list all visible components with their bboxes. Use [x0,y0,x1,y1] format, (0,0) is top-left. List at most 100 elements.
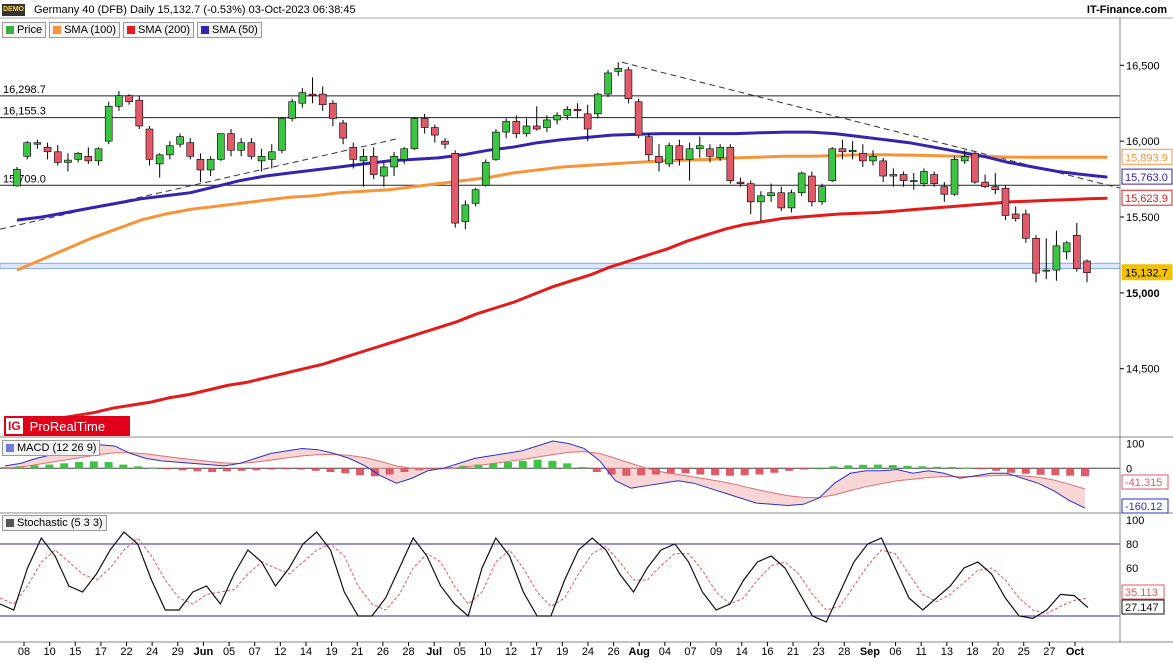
macd-histogram-bar[interactable] [296,468,305,470]
legend-item-sma200[interactable]: SMA (200) [123,22,194,38]
candle-up[interactable] [206,159,215,171]
candle-up[interactable] [665,145,673,165]
macd-histogram-bar[interactable] [725,468,734,476]
macd-histogram-bar[interactable] [444,467,453,469]
candle-down[interactable] [329,102,337,119]
macd-histogram-bar[interactable] [622,468,631,476]
candle-up[interactable] [380,166,388,177]
candle-down[interactable] [859,153,867,162]
stochastic-d-line[interactable] [0,537,1089,615]
legend-item-sma50[interactable]: SMA (50) [197,22,262,38]
candle-up[interactable] [563,109,572,116]
candle-down[interactable] [583,113,592,130]
candle-down[interactable] [43,146,52,153]
candle-up[interactable] [920,171,928,184]
stochastic-k-line[interactable] [0,531,1089,623]
macd-line[interactable] [4,440,1086,509]
candle-down[interactable] [899,174,908,181]
candle-down[interactable] [145,128,154,160]
macd-histogram-bar[interactable] [711,468,720,476]
candle-down[interactable] [532,125,541,130]
candle-up[interactable] [481,162,490,186]
candle-down[interactable] [1073,234,1081,269]
candle-up[interactable] [553,115,561,121]
macd-histogram-bar[interactable] [311,468,320,471]
trendline-falling[interactable] [621,61,1121,189]
candle-up[interactable] [848,149,857,153]
candle-down[interactable] [991,186,1000,191]
macd-histogram-bar[interactable] [504,462,513,469]
candle-down[interactable] [706,148,714,157]
candle-up[interactable] [909,180,918,182]
candle-up[interactable] [23,142,31,157]
candle-down[interactable] [777,192,786,209]
candle-down[interactable] [196,159,205,171]
macd-histogram-bar[interactable] [415,468,424,471]
trendline-rising[interactable] [0,137,401,230]
macd-histogram-bar[interactable] [844,465,853,469]
candle-down[interactable] [726,146,735,181]
macd-panel[interactable] [0,440,1120,509]
candle-down[interactable] [349,146,358,160]
candle-up[interactable] [237,142,245,151]
candle-down[interactable] [808,175,816,203]
macd-histogram-bar[interactable] [341,468,350,474]
candle-up[interactable] [594,93,602,115]
candle-down[interactable] [1011,213,1020,219]
candle-down[interactable] [645,136,653,156]
candle-up[interactable] [471,189,480,204]
candle-up[interactable] [104,105,113,142]
candle-up[interactable] [543,119,551,128]
macd-histogram-bar[interactable] [222,468,231,472]
sma50-line[interactable] [16,130,1108,222]
macd-histogram-bar[interactable] [859,464,868,469]
macd-histogram-bar[interactable] [148,467,157,469]
candle-up[interactable] [828,148,837,181]
candle-up[interactable] [797,172,806,194]
candle-up[interactable] [13,168,21,187]
macd-histogram-bar[interactable] [785,468,794,471]
macd-histogram-bar[interactable] [977,468,986,470]
candle-up[interactable] [278,118,286,151]
macd-histogram-bar[interactable] [888,465,897,469]
sma100-line[interactable] [16,153,1108,272]
legend-item-price[interactable]: Price [2,22,47,38]
candle-down[interactable] [746,183,755,203]
macd-histogram-bar[interactable] [474,464,483,469]
candle-up[interactable] [889,174,898,177]
macd-histogram-bar[interactable] [237,468,246,471]
macd-histogram-bar[interactable] [119,464,128,469]
macd-histogram-bar[interactable] [1,467,9,469]
macd-histogram-bar[interactable] [755,468,764,475]
macd-histogram-bar[interactable] [252,468,261,471]
macd-histogram-bar[interactable] [1081,468,1089,477]
candle-down[interactable] [838,148,847,153]
candle-up[interactable] [410,118,419,150]
candle-up[interactable] [1042,269,1051,272]
candle-up[interactable] [166,145,174,156]
candle-up[interactable] [288,101,296,119]
candle-down[interactable] [736,181,745,184]
candle-up[interactable] [716,146,724,159]
support-zone[interactable] [0,262,1121,270]
macd-histogram-bar[interactable] [533,459,542,469]
candle-up[interactable] [115,95,123,107]
candle-down[interactable] [247,142,256,157]
macd-label[interactable]: MACD (12 26 9) [2,440,101,456]
macd-histogram-bar[interactable] [30,465,39,469]
candle-up[interactable] [950,159,959,195]
candle-up[interactable] [757,195,765,203]
macd-histogram-bar[interactable] [563,463,572,469]
candle-up[interactable] [359,156,368,162]
macd-histogram-bar[interactable] [903,465,912,469]
candle-up[interactable] [74,153,82,160]
candle-up[interactable] [94,148,103,162]
macd-histogram-bar[interactable] [518,460,527,469]
candle-up[interactable] [960,156,969,162]
candle-up[interactable] [461,204,470,222]
macd-histogram-bar[interactable] [178,468,187,471]
candle-down[interactable] [981,181,989,187]
candle-up[interactable] [767,192,775,197]
macd-histogram-bar[interactable] [548,460,557,469]
candle-down[interactable] [369,156,378,175]
